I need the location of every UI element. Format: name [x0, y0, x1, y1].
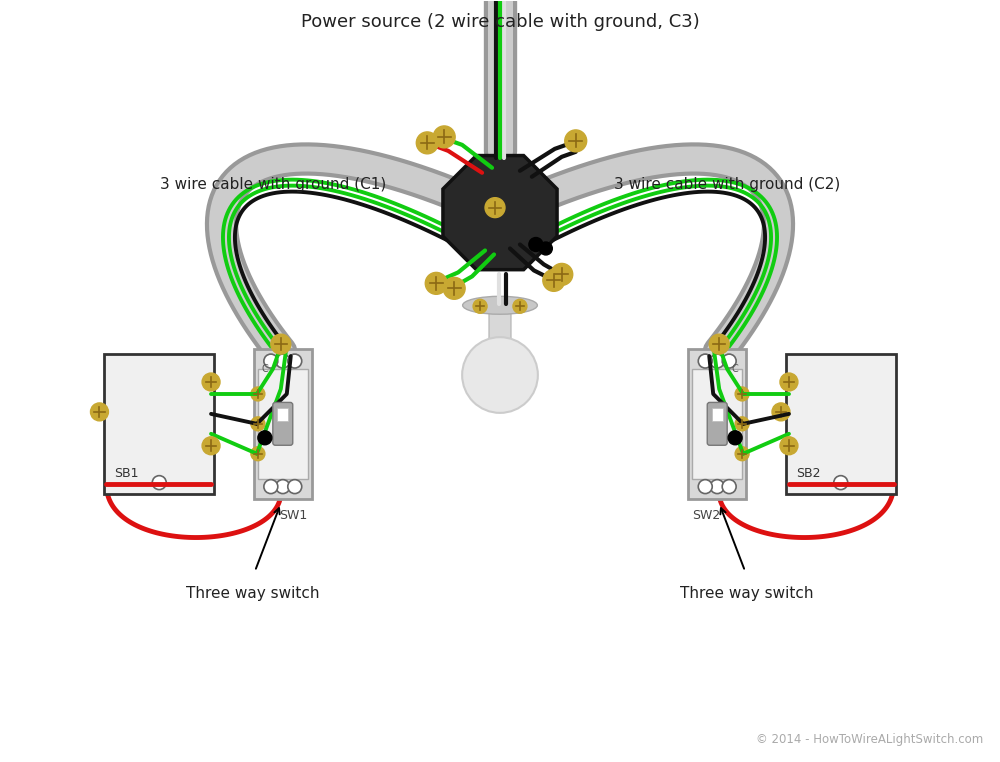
FancyBboxPatch shape	[277, 408, 288, 421]
Circle shape	[473, 299, 487, 313]
Circle shape	[276, 479, 290, 494]
Circle shape	[433, 126, 455, 148]
Text: SW2: SW2	[692, 508, 721, 521]
Text: Power source (2 wire cable with ground, C3): Power source (2 wire cable with ground, …	[301, 14, 699, 31]
Text: C: C	[731, 364, 738, 374]
Circle shape	[251, 447, 265, 461]
Circle shape	[462, 337, 538, 413]
Circle shape	[539, 242, 552, 255]
FancyBboxPatch shape	[104, 354, 214, 494]
FancyBboxPatch shape	[707, 402, 727, 445]
Text: © 2014 - HowToWireALightSwitch.com: © 2014 - HowToWireALightSwitch.com	[756, 733, 983, 746]
Circle shape	[202, 373, 220, 391]
Text: 3 wire cable with ground (C1): 3 wire cable with ground (C1)	[160, 178, 386, 192]
Circle shape	[288, 354, 302, 368]
FancyBboxPatch shape	[258, 369, 308, 479]
Text: C: C	[262, 364, 269, 374]
Circle shape	[264, 479, 278, 494]
Circle shape	[152, 475, 166, 490]
FancyBboxPatch shape	[688, 349, 746, 498]
Circle shape	[735, 387, 749, 401]
Circle shape	[565, 130, 587, 152]
Text: SB2: SB2	[796, 466, 820, 479]
Polygon shape	[443, 155, 557, 270]
Circle shape	[735, 417, 749, 431]
Circle shape	[698, 479, 712, 494]
FancyBboxPatch shape	[254, 349, 312, 498]
Circle shape	[251, 417, 265, 431]
Circle shape	[834, 475, 848, 490]
Circle shape	[90, 403, 108, 421]
Circle shape	[513, 299, 527, 313]
Circle shape	[710, 479, 724, 494]
FancyBboxPatch shape	[712, 408, 723, 421]
Circle shape	[698, 354, 712, 368]
Circle shape	[416, 132, 438, 154]
Ellipse shape	[463, 296, 537, 314]
Circle shape	[271, 335, 291, 354]
Text: SW1: SW1	[279, 508, 308, 521]
Text: 3 wire cable with ground (C2): 3 wire cable with ground (C2)	[614, 178, 840, 192]
Circle shape	[780, 373, 798, 391]
Circle shape	[276, 354, 290, 368]
Circle shape	[288, 479, 302, 494]
Circle shape	[529, 238, 543, 251]
Text: Three way switch: Three way switch	[186, 586, 320, 601]
Text: SB1: SB1	[114, 466, 139, 479]
Circle shape	[551, 264, 573, 285]
Circle shape	[202, 437, 220, 455]
Circle shape	[735, 447, 749, 461]
Circle shape	[543, 270, 565, 291]
FancyBboxPatch shape	[489, 303, 511, 350]
Circle shape	[728, 431, 742, 445]
Circle shape	[258, 431, 272, 445]
Circle shape	[443, 277, 465, 299]
Circle shape	[722, 354, 736, 368]
FancyBboxPatch shape	[273, 402, 293, 445]
Circle shape	[772, 403, 790, 421]
FancyBboxPatch shape	[692, 369, 742, 479]
Circle shape	[709, 335, 729, 354]
Text: Three way switch: Three way switch	[680, 586, 814, 601]
Circle shape	[722, 479, 736, 494]
FancyBboxPatch shape	[786, 354, 896, 494]
Circle shape	[264, 354, 278, 368]
Circle shape	[710, 354, 724, 368]
Circle shape	[780, 437, 798, 455]
Circle shape	[251, 387, 265, 401]
Circle shape	[485, 197, 505, 218]
Circle shape	[425, 272, 447, 294]
